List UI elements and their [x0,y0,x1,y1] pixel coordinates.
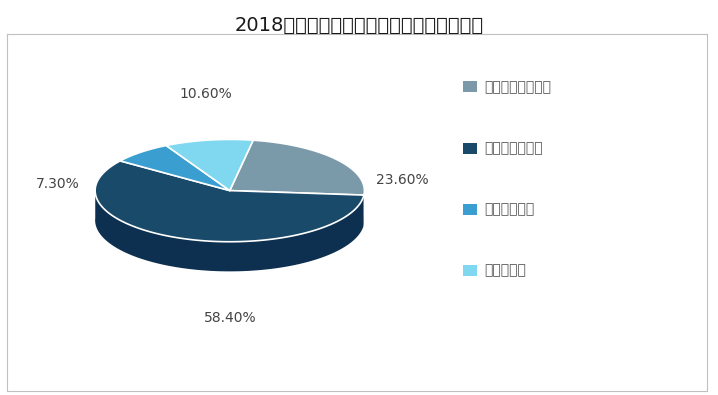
Ellipse shape [95,169,364,271]
Text: 有较强社交意原: 有较强社交意原 [485,141,544,155]
Polygon shape [230,140,364,195]
Text: 社交意原较弱: 社交意原较弱 [485,202,535,216]
Text: 无社交意原: 无社交意原 [485,263,526,278]
Text: 23.60%: 23.60% [376,173,429,187]
Text: 有极强风社交意原: 有极强风社交意原 [485,80,551,94]
Text: 58.40%: 58.40% [203,312,256,325]
Text: 2018年中国休闲移动游戏用户社交意愿分析: 2018年中国休闲移动游戏用户社交意愿分析 [235,16,483,35]
Text: 10.60%: 10.60% [180,87,232,101]
Polygon shape [166,139,253,191]
Polygon shape [95,188,364,271]
Polygon shape [95,161,364,242]
Polygon shape [120,145,230,191]
Text: 7.30%: 7.30% [36,177,79,191]
